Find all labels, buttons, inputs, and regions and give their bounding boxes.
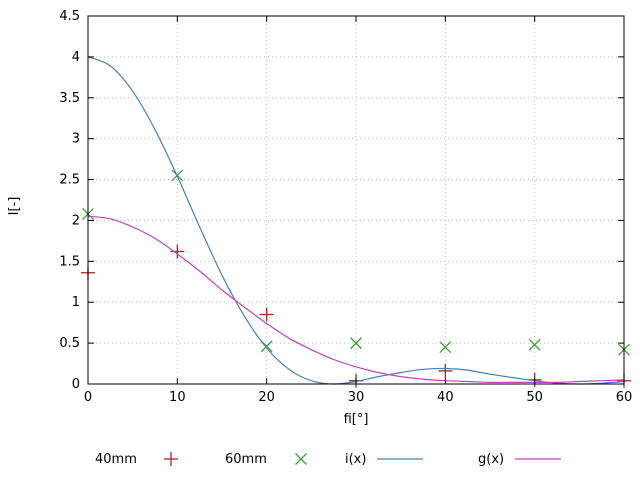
y-tick-label: 2 <box>72 213 80 228</box>
legend-sample-gx <box>515 458 562 460</box>
legend-label-ix: i(x) <box>345 451 367 467</box>
y-tick-label: 0 <box>72 377 80 392</box>
y-tick-label: 3 <box>72 132 80 147</box>
legend: 40mm 60mm i(x) g(x) <box>0 448 640 472</box>
x-tick-label: 10 <box>169 390 186 405</box>
x-marker <box>260 340 273 353</box>
series-line <box>87 215 625 384</box>
legend-label-60mm: 60mm <box>225 451 267 467</box>
legend-sample-40mm <box>163 452 178 466</box>
y-tick-label: 1.5 <box>59 254 80 269</box>
y-axis-label: I[-] <box>7 196 22 216</box>
y-tick-label: 3.5 <box>59 91 80 106</box>
legend-label-gx: g(x) <box>478 451 505 467</box>
y-tick-label: 4 <box>72 50 80 65</box>
x-marker <box>350 337 362 350</box>
x-tick-label: 60 <box>616 390 633 405</box>
x-tick-label: 30 <box>348 390 365 405</box>
series-g(x) <box>87 215 625 384</box>
x-marker <box>439 341 452 354</box>
legend-label-40mm: 40mm <box>95 451 137 467</box>
y-tick-label: 0.5 <box>59 336 80 351</box>
x-marker <box>294 453 307 465</box>
x-axis-label: fi[°] <box>343 412 369 427</box>
x-marker <box>528 338 541 351</box>
y-tick-label: 4.5 <box>59 9 80 24</box>
ticks <box>87 15 625 385</box>
legend-sample-ix <box>377 458 424 460</box>
legend-item-40mm: 40mm <box>95 448 197 470</box>
y-tick-label: 2.5 <box>59 173 80 188</box>
series-60mm <box>82 169 630 356</box>
legend-item-60mm: 60mm <box>225 448 327 470</box>
legend-item-gx: g(x) <box>478 448 564 470</box>
x-tick-label: 0 <box>84 390 92 405</box>
x-tick-label: 40 <box>437 390 454 405</box>
legend-sample-60mm <box>294 453 307 465</box>
legend-item-ix: i(x) <box>345 448 426 470</box>
grid <box>87 15 625 385</box>
y-tick-label: 1 <box>72 295 80 310</box>
x-tick-label: 20 <box>258 390 275 405</box>
x-tick-label: 50 <box>526 390 543 405</box>
